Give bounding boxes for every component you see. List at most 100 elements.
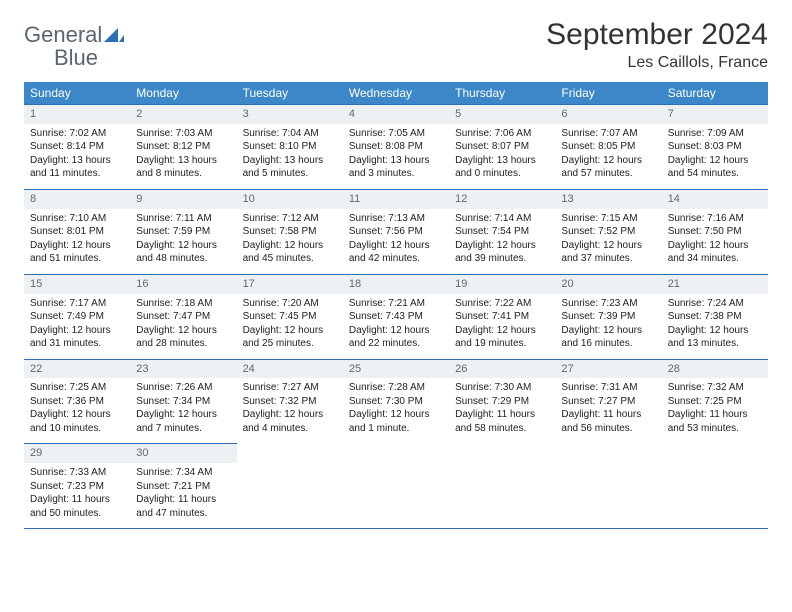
logo-sail-icon <box>104 26 124 47</box>
day-number: 8 <box>24 190 130 209</box>
sunrise-line: Sunrise: 7:31 AM <box>561 381 655 395</box>
weekday-header: Sunday <box>24 82 130 105</box>
day-cell <box>555 444 661 529</box>
sunrise-line: Sunrise: 7:33 AM <box>30 466 124 480</box>
sunset-line: Sunset: 7:58 PM <box>243 225 337 239</box>
daylight-line: Daylight: 12 hours and 4 minutes. <box>243 408 337 435</box>
day-cell: 16Sunrise: 7:18 AMSunset: 7:47 PMDayligh… <box>130 274 236 359</box>
day-cell <box>449 444 555 529</box>
daylight-line: Daylight: 11 hours and 58 minutes. <box>455 408 549 435</box>
weekday-header: Thursday <box>449 82 555 105</box>
sunset-line: Sunset: 7:36 PM <box>30 395 124 409</box>
day-cell: 12Sunrise: 7:14 AMSunset: 7:54 PMDayligh… <box>449 189 555 274</box>
day-number: 29 <box>24 444 130 463</box>
day-cell: 2Sunrise: 7:03 AMSunset: 8:12 PMDaylight… <box>130 105 236 190</box>
day-cell: 26Sunrise: 7:30 AMSunset: 7:29 PMDayligh… <box>449 359 555 444</box>
week-row: 1Sunrise: 7:02 AMSunset: 8:14 PMDaylight… <box>24 105 768 190</box>
daylight-line: Daylight: 12 hours and 51 minutes. <box>30 239 124 266</box>
week-row: 8Sunrise: 7:10 AMSunset: 8:01 PMDaylight… <box>24 189 768 274</box>
day-number: 21 <box>662 275 768 294</box>
daylight-line: Daylight: 12 hours and 57 minutes. <box>561 154 655 181</box>
title-block: September 2024 Les Caillols, France <box>546 18 768 72</box>
day-cell: 30Sunrise: 7:34 AMSunset: 7:21 PMDayligh… <box>130 444 236 529</box>
daylight-line: Daylight: 12 hours and 42 minutes. <box>349 239 443 266</box>
week-row: 15Sunrise: 7:17 AMSunset: 7:49 PMDayligh… <box>24 274 768 359</box>
day-cell: 29 Sunrise: 7:33 AMSunset: 7:23 PMDayligh… <box>24 444 130 529</box>
sunset-line: Sunset: 8:08 PM <box>349 140 443 154</box>
day-number: 15 <box>24 275 130 294</box>
day-cell <box>662 444 768 529</box>
day-cell: 23Sunrise: 7:26 AMSunset: 7:34 PMDayligh… <box>130 359 236 444</box>
day-number: 3 <box>237 105 343 124</box>
day-cell: 8Sunrise: 7:10 AMSunset: 8:01 PMDaylight… <box>24 189 130 274</box>
daylight-line: Daylight: 11 hours and 50 minutes. <box>30 493 124 520</box>
day-number: 20 <box>555 275 661 294</box>
day-number: 24 <box>237 360 343 379</box>
week-row: 29 Sunrise: 7:33 AMSunset: 7:23 PMDayligh… <box>24 444 768 529</box>
sunrise-line: Sunrise: 7:30 AM <box>455 381 549 395</box>
daylight-line: Daylight: 12 hours and 31 minutes. <box>30 324 124 351</box>
sunrise-line: Sunrise: 7:20 AM <box>243 297 337 311</box>
sunrise-line: Sunrise: 7:23 AM <box>561 297 655 311</box>
sunset-line: Sunset: 7:23 PM <box>30 480 124 494</box>
sunrise-line: Sunrise: 7:24 AM <box>668 297 762 311</box>
logo-general: General <box>24 22 102 47</box>
sunrise-line: Sunrise: 7:17 AM <box>30 297 124 311</box>
sunset-line: Sunset: 7:54 PM <box>455 225 549 239</box>
sunset-line: Sunset: 8:01 PM <box>30 225 124 239</box>
day-cell: 14Sunrise: 7:16 AMSunset: 7:50 PMDayligh… <box>662 189 768 274</box>
weekday-header: Friday <box>555 82 661 105</box>
sunset-line: Sunset: 7:39 PM <box>561 310 655 324</box>
sunrise-line: Sunrise: 7:16 AM <box>668 212 762 226</box>
day-number: 25 <box>343 360 449 379</box>
daylight-line: Daylight: 12 hours and 28 minutes. <box>136 324 230 351</box>
sunset-line: Sunset: 7:41 PM <box>455 310 549 324</box>
daylight-line: Daylight: 13 hours and 3 minutes. <box>349 154 443 181</box>
daylight-line: Daylight: 12 hours and 7 minutes. <box>136 408 230 435</box>
day-number: 6 <box>555 105 661 124</box>
sunrise-line: Sunrise: 7:07 AM <box>561 127 655 141</box>
daylight-line: Daylight: 12 hours and 39 minutes. <box>455 239 549 266</box>
daylight-line: Daylight: 12 hours and 45 minutes. <box>243 239 337 266</box>
sunset-line: Sunset: 7:45 PM <box>243 310 337 324</box>
day-cell: 13Sunrise: 7:15 AMSunset: 7:52 PMDayligh… <box>555 189 661 274</box>
daylight-line: Daylight: 12 hours and 10 minutes. <box>30 408 124 435</box>
day-number: 16 <box>130 275 236 294</box>
location: Les Caillols, France <box>546 54 768 72</box>
day-cell <box>237 444 343 529</box>
day-cell: 9Sunrise: 7:11 AMSunset: 7:59 PMDaylight… <box>130 189 236 274</box>
sunset-line: Sunset: 7:38 PM <box>668 310 762 324</box>
calendar-table: SundayMondayTuesdayWednesdayThursdayFrid… <box>24 82 768 529</box>
day-cell: 1Sunrise: 7:02 AMSunset: 8:14 PMDaylight… <box>24 105 130 190</box>
day-number: 1 <box>24 105 130 124</box>
sunset-line: Sunset: 8:07 PM <box>455 140 549 154</box>
day-cell: 18Sunrise: 7:21 AMSunset: 7:43 PMDayligh… <box>343 274 449 359</box>
day-cell: 3Sunrise: 7:04 AMSunset: 8:10 PMDaylight… <box>237 105 343 190</box>
sunrise-line: Sunrise: 7:12 AM <box>243 212 337 226</box>
daylight-line: Daylight: 13 hours and 5 minutes. <box>243 154 337 181</box>
daylight-line: Daylight: 12 hours and 19 minutes. <box>455 324 549 351</box>
day-number: 14 <box>662 190 768 209</box>
sunset-line: Sunset: 7:49 PM <box>30 310 124 324</box>
day-number: 12 <box>449 190 555 209</box>
sunset-line: Sunset: 8:10 PM <box>243 140 337 154</box>
day-number: 17 <box>237 275 343 294</box>
weekday-header: Monday <box>130 82 236 105</box>
sunset-line: Sunset: 7:30 PM <box>349 395 443 409</box>
sunset-line: Sunset: 7:43 PM <box>349 310 443 324</box>
day-number: 26 <box>449 360 555 379</box>
day-cell: 10Sunrise: 7:12 AMSunset: 7:58 PMDayligh… <box>237 189 343 274</box>
sunset-line: Sunset: 7:47 PM <box>136 310 230 324</box>
day-number: 30 <box>130 444 236 463</box>
sunset-line: Sunset: 7:59 PM <box>136 225 230 239</box>
daylight-line: Daylight: 13 hours and 0 minutes. <box>455 154 549 181</box>
day-cell: 28Sunrise: 7:32 AMSunset: 7:25 PMDayligh… <box>662 359 768 444</box>
sunrise-line: Sunrise: 7:21 AM <box>349 297 443 311</box>
day-number: 23 <box>130 360 236 379</box>
sunset-line: Sunset: 7:50 PM <box>668 225 762 239</box>
day-number: 18 <box>343 275 449 294</box>
day-number: 22 <box>24 360 130 379</box>
logo: General Blue <box>24 24 124 70</box>
weekday-header: Saturday <box>662 82 768 105</box>
day-number: 5 <box>449 105 555 124</box>
